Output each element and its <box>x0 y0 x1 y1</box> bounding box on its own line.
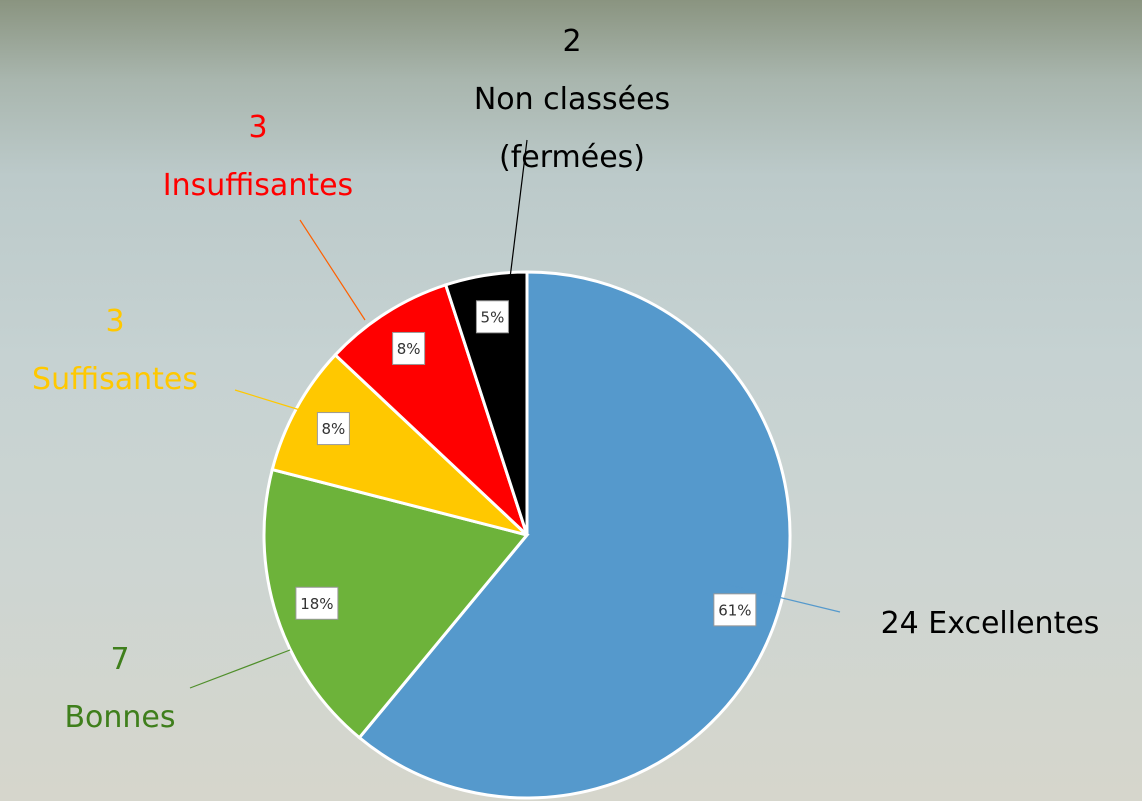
leader-line <box>300 220 365 320</box>
slide: 61%18%8%8%5% 24 Excellentes 7Bonnes 3Suf… <box>0 0 1142 801</box>
value-label: 8% <box>322 420 346 438</box>
category: Insuffisantes <box>128 157 388 215</box>
value-label: 5% <box>481 308 505 326</box>
value-label: 61% <box>718 601 751 619</box>
category: Excellentes <box>928 606 1099 641</box>
count: 2 <box>432 13 712 71</box>
value-label: 18% <box>300 595 333 613</box>
count: 3 <box>0 293 230 351</box>
count: 24 <box>881 606 919 641</box>
category: Bonnes <box>20 689 220 747</box>
label-excellentes: 24 Excellentes <box>840 595 1140 653</box>
category: Suffisantes <box>0 351 230 409</box>
value-label: 8% <box>397 340 421 358</box>
category: Non classées (fermées) <box>432 71 712 187</box>
count: 7 <box>20 631 220 689</box>
leader-line <box>235 390 300 410</box>
count: 3 <box>128 99 388 157</box>
